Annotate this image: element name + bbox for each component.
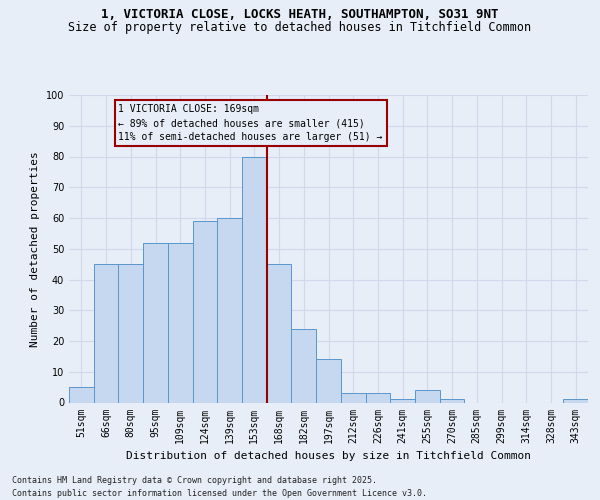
Bar (390, 400, 415, 402)
Bar (193, 221, 217, 402)
Text: 1, VICTORIA CLOSE, LOCKS HEATH, SOUTHAMPTON, SO31 9NT: 1, VICTORIA CLOSE, LOCKS HEATH, SOUTHAMP… (101, 8, 499, 20)
Bar (563, 400, 588, 402)
Bar (69, 387, 94, 402)
Bar (217, 218, 242, 402)
Bar (143, 242, 168, 402)
Y-axis label: Number of detached properties: Number of detached properties (30, 151, 40, 346)
Bar (440, 400, 464, 402)
Bar (267, 264, 292, 402)
Bar (118, 264, 143, 402)
Bar (168, 242, 193, 402)
Bar (365, 394, 390, 402)
X-axis label: Distribution of detached houses by size in Titchfield Common: Distribution of detached houses by size … (126, 451, 531, 461)
Text: Contains HM Land Registry data © Crown copyright and database right 2025.
Contai: Contains HM Land Registry data © Crown c… (12, 476, 427, 498)
Bar (341, 394, 365, 402)
Bar (242, 156, 267, 402)
Text: Size of property relative to detached houses in Titchfield Common: Size of property relative to detached ho… (68, 21, 532, 34)
Bar (292, 328, 316, 402)
Bar (316, 360, 341, 403)
Bar (415, 390, 440, 402)
Text: 1 VICTORIA CLOSE: 169sqm
← 89% of detached houses are smaller (415)
11% of semi-: 1 VICTORIA CLOSE: 169sqm ← 89% of detach… (118, 104, 383, 142)
Bar (94, 264, 118, 402)
